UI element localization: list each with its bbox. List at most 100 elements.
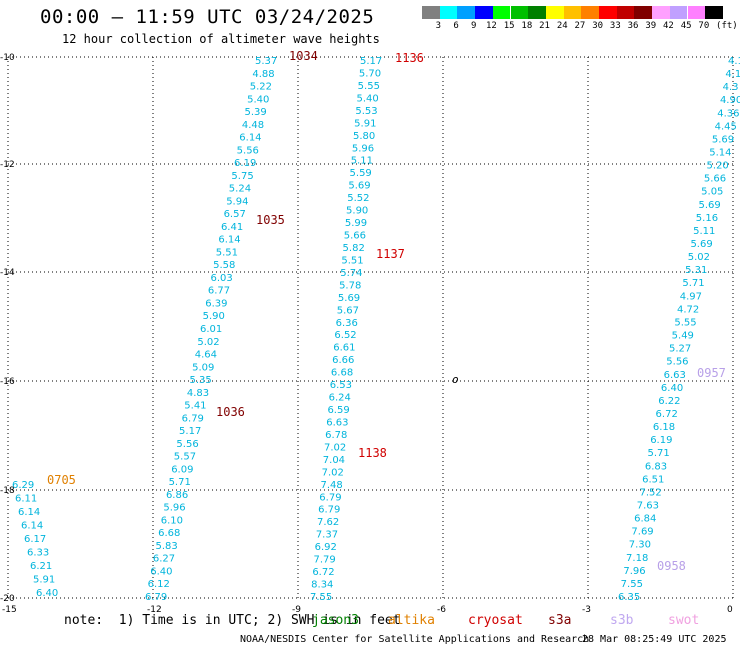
swh-value: 4.64 [195,350,217,361]
timestamp-text: 28 Mar 08:25:49 UTC 2025 [582,634,727,645]
swh-value: 5.49 [672,331,694,342]
swh-value: 6.14 [21,521,43,532]
swh-value: 5.96 [163,503,185,514]
swh-value: 5.02 [197,337,219,348]
swh-value: 7.37 [316,530,338,541]
swh-value: 5.20 [707,161,729,172]
pass-time-label: 0957 [697,366,726,380]
swh-value: 5.82 [343,243,365,254]
pass-time-label: 1138 [358,446,387,460]
swh-value: 6.40 [661,383,683,394]
swh-value: 5.53 [355,106,377,117]
swh-value: 6.40 [36,588,58,599]
swh-value: 7.55 [310,592,332,603]
swh-value: 5.11 [693,226,715,237]
swh-value: 5.02 [688,252,710,263]
swh-value: 5.37 [255,56,277,67]
legend-swatch [616,6,635,19]
swh-value: 5.78 [339,280,361,291]
swh-value: 5.56 [237,145,259,156]
swh-value: 6.29 [12,480,34,491]
swh-value: 6.39 [205,298,227,309]
swh-value: 5.35 [190,375,212,386]
legend-label: 27 [574,21,586,31]
swh-value: 6.68 [331,368,353,379]
swh-value: 7.55 [621,579,643,590]
swh-value: 4.1 [725,69,740,80]
pass-time-label: 0705 [47,473,76,487]
swh-value: 6.68 [158,528,180,539]
swh-value: 7.02 [322,467,344,478]
swh-value: 6.72 [656,409,678,420]
legend-swatch [545,6,564,19]
legend-swatch [439,6,458,19]
swh-value: 5.31 [685,265,707,276]
swh-value: 5.69 [348,181,370,192]
swh-value: 5.24 [229,184,251,195]
swh-value: 6.14 [239,133,261,144]
legend-swatch [492,6,511,19]
lon-tick-label: -9 [292,605,301,615]
legend-swatch [634,6,653,19]
swh-value: 6.19 [234,158,256,169]
swh-value: 5.74 [340,268,362,279]
swh-value: 5.83 [155,541,177,552]
swh-value: 6.22 [658,396,680,407]
swh-value: 5.94 [226,196,248,207]
lat-tick-label: -18 [0,486,15,496]
map-grid [7,56,736,600]
legend-label: 36 [627,21,639,31]
legend-label: 42 [663,21,674,31]
swh-value: 5.17 [179,426,201,437]
swh-value: 6.18 [653,422,675,433]
pass-time-label: 0958 [657,559,686,573]
swh-value: 5.56 [666,357,688,368]
swh-value: 6.72 [312,567,334,578]
legend-label: 21 [539,21,550,31]
swh-value: 5.55 [674,317,696,328]
swh-value: 6.79 [182,413,204,424]
legend-swatch [705,6,723,19]
swh-value: 5.71 [648,448,670,459]
swh-value: 6.66 [332,355,354,366]
swh-value: 4.72 [677,304,699,315]
legend-label: 70 [698,21,710,31]
swh-value: 5.69 [698,200,720,211]
swh-value: 6.11 [15,494,37,505]
swh-value: 5.66 [704,174,726,185]
swh-value: 5.70 [359,68,381,79]
swh-value: 6.14 [218,235,240,246]
swh-value: 5.69 [712,134,734,145]
swh-value: 6.61 [333,343,355,354]
swh-value: 5.09 [192,362,214,373]
land-marker: o [452,373,459,386]
legend-swatch [563,6,582,19]
swh-value: 6.21 [30,561,52,572]
swh-value: 6.86 [166,490,188,501]
swh-value: 6.83 [645,461,667,472]
swh-value: 6.57 [224,209,246,220]
swh-value: 7.69 [631,527,653,538]
swh-value: 6.79 [318,505,340,516]
swh-value: 7.02 [324,442,346,453]
legend-swatch [581,6,599,19]
swh-value: 6.33 [27,548,49,559]
swh-value: 5.51 [216,247,238,258]
altimeter-tracks: 5.374.885.225.405.394.486.145.566.195.75… [12,56,740,603]
pass-time-label: 1035 [256,213,285,227]
lon-tick-label: -12 [147,605,162,615]
swh-value: 7.62 [317,517,339,528]
credit-text: NOAA/NESDIS Center for Satellite Applica… [240,634,590,645]
swh-value: 4.3 [723,82,739,93]
lon-tick-label: -3 [582,605,591,615]
satellite-label: s3b [610,613,634,628]
swh-value: 7.63 [637,500,659,511]
legend-label: 39 [645,21,657,31]
swh-value: 5.11 [351,156,373,167]
satellite-label: jason3 [312,613,359,628]
satellite-label: swot [668,613,700,628]
swh-value: 6.10 [161,515,183,526]
swh-value: 6.78 [325,430,347,441]
swh-value: 6.24 [329,393,351,404]
